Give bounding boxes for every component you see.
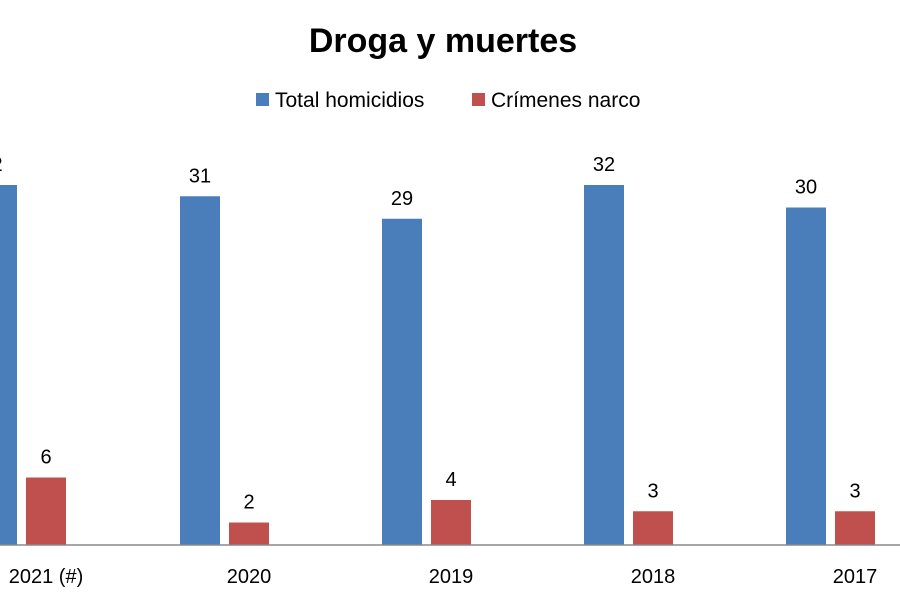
x-tick-label-2018: 2018 [631, 566, 676, 588]
data-label-total-homicidios-2019: 29 [391, 188, 413, 210]
data-label-total-homicidios-2017: 30 [795, 177, 817, 199]
data-label-total-homicidios-2020: 31 [189, 165, 211, 187]
x-tick-label-2017: 2017 [833, 566, 878, 588]
legend: Total homicidios Crímenes narco [256, 89, 640, 112]
legend-swatch-total-homicidios [256, 93, 269, 106]
legend-label-crimenes-narco: Crímenes narco [491, 89, 640, 112]
data-label-crimenes-narco-2018: 3 [647, 480, 658, 502]
data-label-crimenes-narco-2021: 6 [40, 447, 51, 469]
data-label-total-homicidios-2021: 2 [0, 154, 3, 176]
bar-total-homicidios-2017 [786, 207, 826, 545]
bar-crimenes-narco-2021 [26, 477, 66, 545]
legend-swatch-crimenes-narco [472, 93, 485, 106]
bar-crimenes-narco-2018 [633, 511, 673, 545]
bar-total-homicidios-2019 [382, 218, 422, 545]
bar-total-homicidios-2018 [584, 185, 624, 545]
bar-crimenes-narco-2020 [229, 522, 269, 545]
x-tick-label-2021: 2021 (#) [9, 566, 84, 588]
x-tick-label-2019: 2019 [429, 566, 474, 588]
x-tick-label-2020: 2020 [227, 566, 272, 588]
data-label-crimenes-narco-2019: 4 [445, 469, 456, 491]
bar-total-homicidios-2020 [180, 196, 220, 545]
bar-crimenes-narco-2019 [431, 500, 471, 545]
data-label-total-homicidios-2018: 32 [593, 154, 615, 176]
bar-total-homicidios-2021 [0, 185, 17, 545]
legend-label-total-homicidios: Total homicidios [275, 89, 424, 112]
chart-title: Droga y muertes [309, 22, 577, 60]
plot-area: 2 6 2021 (#) 31 2 2020 29 4 2019 32 3 2018 30 3 2017 [0, 154, 877, 588]
data-label-crimenes-narco-2017: 3 [849, 480, 860, 502]
bar-crimenes-narco-2017 [835, 511, 875, 545]
data-label-crimenes-narco-2020: 2 [243, 492, 254, 514]
